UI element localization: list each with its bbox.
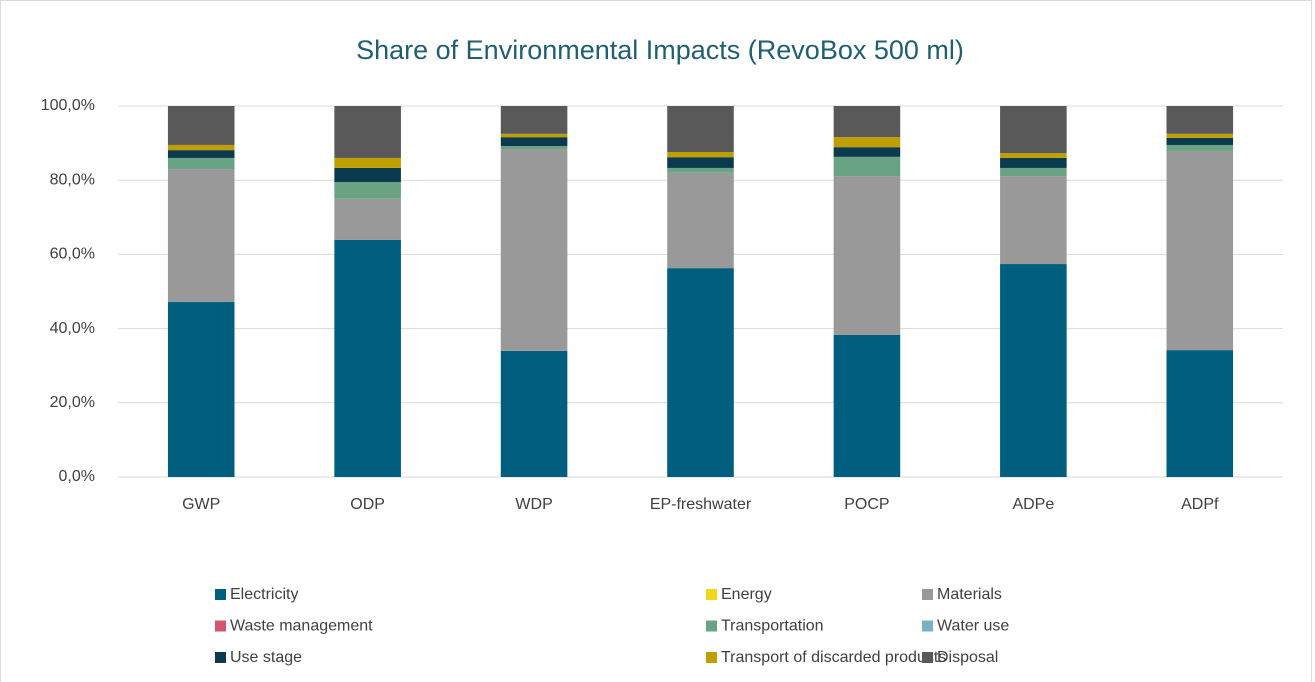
y-tick-label: 100,0% — [41, 97, 95, 114]
bar-segment — [1000, 264, 1067, 477]
x-tick-label: WDP — [515, 496, 552, 513]
bar-segment — [167, 150, 235, 158]
bar-segment — [667, 172, 734, 269]
bar-segment — [667, 268, 734, 477]
bar-segment — [1000, 153, 1067, 158]
legend-swatch — [922, 589, 933, 600]
bar-segment — [167, 106, 235, 145]
bar-segment — [833, 147, 901, 157]
x-tick-label: POCP — [844, 496, 889, 513]
chart-title: Share of Environmental Impacts (RevoBox … — [356, 35, 964, 65]
bar-segment — [334, 198, 401, 240]
bar-segment — [667, 106, 734, 153]
legend-label: Electricity — [230, 586, 298, 603]
y-tick-label: 0,0% — [59, 468, 95, 485]
legend-swatch — [215, 589, 226, 600]
x-tick-label: EP-freshwater — [650, 496, 752, 513]
bar-segment — [1166, 106, 1234, 134]
legend-label: Disposal — [937, 649, 998, 666]
y-tick-label: 20,0% — [50, 394, 95, 411]
legend-swatch — [215, 620, 226, 632]
legend-label: Water use — [937, 618, 1009, 635]
bar-segment — [500, 350, 568, 477]
legend-swatch — [706, 620, 717, 632]
bar-segment — [1166, 150, 1234, 351]
bar-segment — [1166, 137, 1234, 145]
legend-label: Energy — [721, 586, 772, 603]
bar-segment — [833, 176, 901, 335]
x-tick-label: GWP — [182, 496, 220, 513]
bar-segment — [500, 106, 568, 134]
legend-swatch — [215, 652, 226, 663]
bar-segment — [334, 106, 401, 158]
bar-segment — [833, 106, 901, 138]
legend-swatch — [922, 620, 933, 632]
y-tick-label: 40,0% — [50, 320, 95, 337]
bar-segment — [667, 157, 734, 168]
bar-segment — [167, 301, 235, 477]
bar-segment — [1000, 157, 1067, 168]
bar-segment — [1166, 133, 1234, 138]
bar-segment — [167, 169, 235, 302]
bar-segment — [1000, 176, 1067, 265]
bar-segment — [833, 334, 901, 477]
bar-segment — [500, 133, 568, 138]
bar-segment — [833, 137, 901, 148]
bar-segment — [667, 167, 734, 173]
bar-segment — [1000, 106, 1067, 154]
y-tick-label: 80,0% — [50, 171, 95, 188]
bar-segment — [1166, 350, 1234, 477]
bar-segment — [334, 239, 401, 477]
legend-label: Waste management — [230, 618, 373, 635]
bar-segment — [1000, 167, 1067, 177]
legend-label: Materials — [937, 586, 1002, 603]
legend-swatch — [922, 652, 933, 663]
bar-segment — [667, 152, 734, 158]
bar-segment — [167, 144, 235, 151]
legend-swatch — [706, 652, 717, 663]
bar-segment — [500, 149, 568, 351]
bar-segment — [334, 157, 401, 168]
legend-swatch — [706, 589, 717, 600]
bar-segment — [500, 146, 568, 150]
bar-segment — [334, 182, 401, 199]
bar-segment — [334, 167, 401, 183]
bar-segment — [500, 137, 568, 147]
y-tick-label: 60,0% — [50, 246, 95, 263]
legend-label: Transport of discarded products — [721, 649, 946, 666]
bar-segment — [167, 157, 235, 170]
x-tick-label: ODP — [350, 496, 385, 513]
bar-segment — [1166, 144, 1234, 151]
x-tick-label: ADPf — [1181, 496, 1219, 513]
x-tick-label: ADPe — [1012, 496, 1054, 513]
legend-label: Transportation — [721, 618, 824, 635]
bar-segment — [833, 156, 901, 177]
legend-label: Use stage — [230, 649, 302, 666]
